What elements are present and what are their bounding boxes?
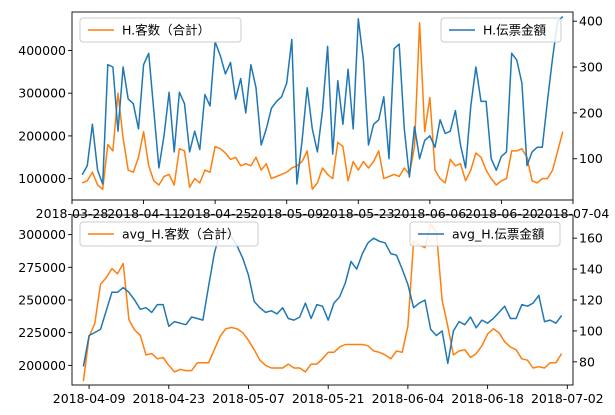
legend-box bbox=[79, 221, 259, 247]
legend-left: avg_H.客数（合計） bbox=[79, 221, 259, 247]
x-tick-label: 2018-05-21 bbox=[292, 391, 365, 406]
x-tick-label: 2018-06-06 bbox=[394, 206, 467, 221]
legend-box bbox=[409, 221, 561, 247]
y-right-tick-label: 200 bbox=[579, 105, 603, 120]
legend-box bbox=[79, 17, 242, 43]
legend-right: H.伝票金額 bbox=[440, 17, 562, 43]
series-line-left bbox=[82, 223, 563, 382]
series-line-right bbox=[82, 229, 563, 367]
x-tick-label: 2018-04-23 bbox=[132, 391, 205, 406]
axes-frame bbox=[71, 11, 574, 201]
x-tick-label: 2018-06-04 bbox=[372, 391, 445, 406]
y-left-tick-label: 300000 bbox=[18, 86, 66, 101]
y-left-tick-label: 300000 bbox=[18, 227, 66, 242]
y-left-tick-label: 400000 bbox=[18, 43, 66, 58]
y-left-tick-label: 200000 bbox=[18, 358, 66, 373]
y-left-tick-label: 200000 bbox=[18, 128, 66, 143]
y-right-tick-label: 80 bbox=[579, 354, 595, 369]
y-left-tick-label: 100000 bbox=[18, 171, 66, 186]
x-tick-label: 2018-04-11 bbox=[107, 206, 180, 221]
x-tick-label: 2018-06-18 bbox=[451, 391, 524, 406]
y-left-tick-label: 225000 bbox=[18, 325, 66, 340]
top-chart-panel: 2018-03-282018-04-112018-04-252018-05-09… bbox=[18, 11, 610, 221]
legend-box bbox=[440, 17, 562, 43]
x-tick-label: 2018-05-09 bbox=[250, 206, 323, 221]
y-right-tick-label: 160 bbox=[579, 231, 603, 246]
series-line-right bbox=[81, 16, 564, 185]
x-tick-label: 2018-07-04 bbox=[537, 206, 610, 221]
x-tick-label: 2018-07-02 bbox=[531, 391, 604, 406]
y-right-tick-label: 120 bbox=[579, 293, 603, 308]
x-tick-label: 2018-03-28 bbox=[36, 206, 109, 221]
legend-left: H.客数（合計） bbox=[79, 17, 242, 43]
x-tick-label: 2018-05-07 bbox=[212, 391, 285, 406]
x-tick-label: 2018-06-20 bbox=[465, 206, 538, 221]
y-left-tick-label: 275000 bbox=[18, 260, 66, 275]
bottom-chart-panel: 2018-04-09 2018-04-23 2018-05-07 2018-05-21… bbox=[18, 214, 604, 406]
legend-label: avg_H.客数（合計） bbox=[122, 227, 239, 242]
y-right-tick-label: 140 bbox=[579, 262, 603, 277]
x-tick-label: 2018-04-25 bbox=[179, 206, 252, 221]
x-tick-label: 2018-05-23 bbox=[322, 206, 395, 221]
legend-label: avg_H.伝票金額 bbox=[452, 227, 545, 242]
legend-right: avg_H.伝票金額 bbox=[409, 221, 561, 247]
x-tick-label: 2018-04-09 bbox=[53, 391, 126, 406]
y-right-tick-label: 100 bbox=[579, 323, 603, 338]
y-right-tick-label: 100 bbox=[579, 151, 603, 166]
legend-label: H.伝票金額 bbox=[483, 23, 547, 38]
y-left-tick-label: 250000 bbox=[18, 293, 66, 308]
y-right-tick-label: 400 bbox=[579, 14, 603, 29]
legend-label: H.客数（合計） bbox=[122, 23, 210, 38]
y-right-tick-label: 300 bbox=[579, 60, 603, 75]
series-line-left bbox=[81, 21, 564, 191]
